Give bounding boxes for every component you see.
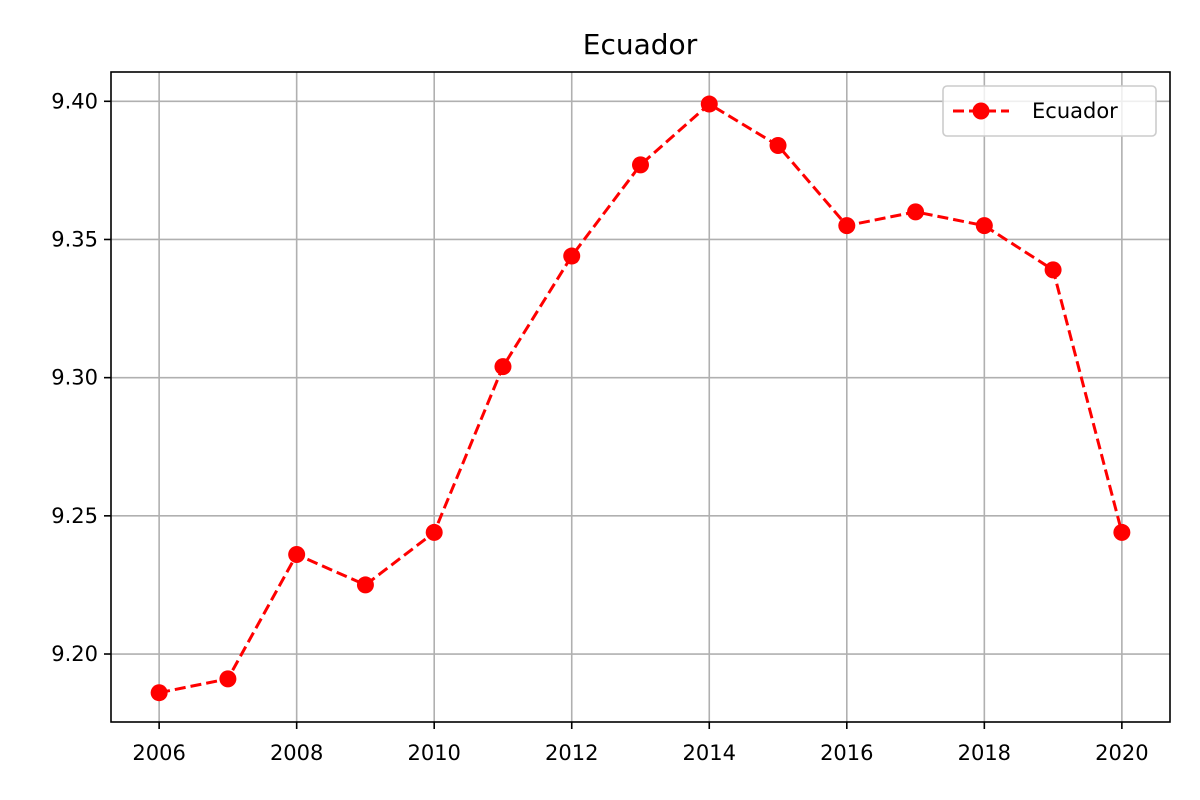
y-tick-label: 9.30	[51, 366, 98, 390]
legend: Ecuador	[942, 85, 1157, 137]
data-point	[907, 203, 925, 221]
y-tick-label: 9.20	[51, 642, 98, 666]
grid	[111, 72, 1170, 722]
data-point	[356, 576, 374, 594]
x-tick-label: 2008	[270, 741, 323, 765]
x-tick-label: 2006	[132, 741, 185, 765]
legend-label: Ecuador	[1032, 99, 1118, 123]
x-tick-label: 2016	[820, 741, 873, 765]
x-tick-label: 2018	[958, 741, 1011, 765]
data-point	[563, 247, 581, 265]
data-point	[700, 95, 718, 113]
data-point	[632, 156, 649, 174]
y-axis: 9.20 9.25 9.30 9.35 9.40	[51, 89, 111, 666]
chart-title: Ecuador	[583, 28, 698, 61]
x-tick-label: 2020	[1095, 741, 1148, 765]
data-point	[288, 546, 306, 564]
data-point	[1044, 261, 1062, 279]
x-tick-label: 2014	[683, 741, 736, 765]
data-point	[1113, 523, 1131, 541]
x-tick-label: 2010	[407, 741, 460, 765]
x-axis: 2006 2008 2010 2012 2014 2016 2018 2020	[132, 722, 1149, 765]
y-tick-label: 9.25	[51, 504, 98, 528]
data-point	[425, 523, 443, 541]
data-point	[975, 217, 993, 235]
legend-box	[942, 85, 1157, 137]
data-point	[769, 137, 787, 155]
y-tick-label: 9.35	[51, 227, 98, 251]
x-tick-label: 2012	[545, 741, 598, 765]
legend-marker	[972, 102, 990, 120]
series	[150, 95, 1131, 702]
data-point	[494, 358, 512, 376]
data-point	[838, 217, 856, 235]
y-tick-label: 9.40	[51, 89, 98, 113]
data-point	[219, 670, 237, 688]
series-line	[158, 102, 1124, 695]
plot-frame	[110, 71, 1171, 723]
data-point	[150, 684, 168, 702]
